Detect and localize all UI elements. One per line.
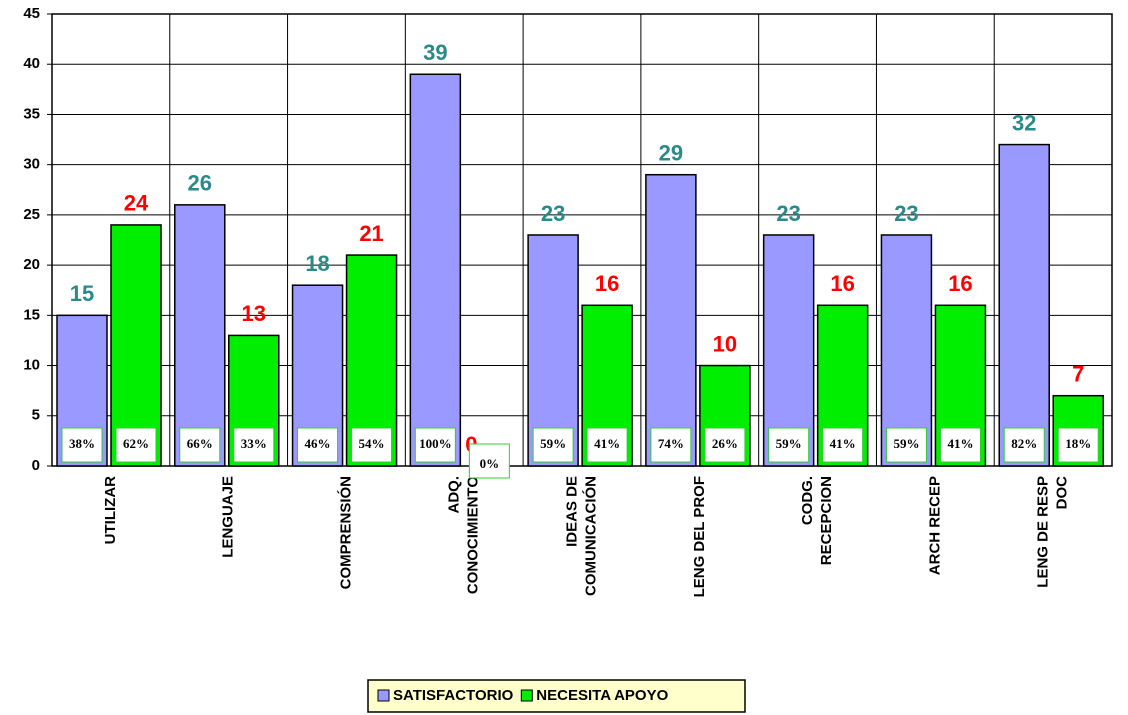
bar xyxy=(880,234,933,467)
percent-box xyxy=(885,427,927,463)
x-tick-label-line: COMUNICACIÓN xyxy=(581,476,599,596)
y-tick-label: 40 xyxy=(23,55,40,72)
y-tick-label: 35 xyxy=(23,105,40,122)
percent-label: 66% xyxy=(187,436,213,451)
x-tick-label: LENG DEL PROF xyxy=(691,476,708,597)
x-tick-label-line: CODG. xyxy=(799,476,816,525)
percent-box xyxy=(351,427,393,463)
value-label: 16 xyxy=(948,271,972,296)
percent-label: 26% xyxy=(712,436,738,451)
x-tick-label-line: LENG DEL PROF xyxy=(691,476,708,597)
legend-swatch xyxy=(520,689,533,702)
x-tick-label: UTILIZAR xyxy=(102,476,119,544)
value-label: 24 xyxy=(124,191,149,216)
percent-label: 41% xyxy=(947,436,973,451)
percent-label: 82% xyxy=(1011,436,1037,451)
percent-box xyxy=(650,427,692,463)
legend-label: SATISFACTORIO xyxy=(393,687,514,704)
value-label: 13 xyxy=(242,301,266,326)
x-tick-label-line: ARCH RECEP xyxy=(926,476,943,575)
y-tick-label: 30 xyxy=(23,156,40,173)
value-label: 21 xyxy=(359,221,383,246)
legend-box xyxy=(367,679,746,713)
percent-box xyxy=(115,427,157,463)
value-label: 10 xyxy=(713,331,737,356)
percent-label: 0% xyxy=(480,456,500,471)
x-tick-label: LENG DE RESP DOC xyxy=(1035,476,1071,588)
x-tick-label-line: LENG DE RESP xyxy=(1035,476,1052,588)
legend-label: NECESITA APOYO xyxy=(536,687,668,704)
percent-label: 100% xyxy=(419,436,452,451)
percent-label: 41% xyxy=(830,436,856,451)
value-label: 18 xyxy=(305,251,329,276)
percent-label: 46% xyxy=(305,436,331,451)
percent-label: 59% xyxy=(776,436,802,451)
bar xyxy=(998,143,1050,467)
bar xyxy=(409,73,462,467)
percent-box xyxy=(468,443,510,479)
percent-label: 62% xyxy=(123,436,149,451)
value-label: 16 xyxy=(595,271,619,296)
bar xyxy=(174,204,226,467)
percent-box xyxy=(586,427,628,463)
value-label: 16 xyxy=(830,271,854,296)
percent-box xyxy=(414,427,456,463)
y-tick-label: 15 xyxy=(23,306,40,323)
percent-label: 74% xyxy=(658,436,684,451)
x-tick-label-line: UTILIZAR xyxy=(102,476,119,544)
percent-box xyxy=(233,427,275,463)
percent-box xyxy=(179,427,221,463)
value-label: 23 xyxy=(541,201,565,226)
percent-box xyxy=(939,427,981,463)
x-tick-label: ADQ. CONOCIMIENTO xyxy=(446,476,482,594)
x-tick-label: IDEAS DE COMUNICACIÓN xyxy=(563,476,599,596)
percent-box xyxy=(1003,427,1045,463)
x-tick-label: COMPRENSIÓN xyxy=(336,476,354,589)
percent-label: 54% xyxy=(359,436,385,451)
x-tick-label: LENGUAJE xyxy=(220,476,237,558)
y-tick-label: 45 xyxy=(23,5,40,22)
bar xyxy=(527,234,579,467)
y-tick-label: 0 xyxy=(32,457,40,474)
x-tick-label-line: DOC xyxy=(1054,476,1071,510)
percent-label: 18% xyxy=(1065,436,1091,451)
bar xyxy=(110,224,162,467)
x-tick-label-line: RECEPCION xyxy=(818,476,835,565)
percent-label: 38% xyxy=(69,436,95,451)
bar xyxy=(645,173,697,467)
y-tick-label: 20 xyxy=(23,256,40,273)
percent-box xyxy=(61,427,103,463)
value-label: 26 xyxy=(188,171,212,196)
percent-box xyxy=(532,427,574,463)
percent-box xyxy=(768,427,810,463)
x-tick-label-line: IDEAS DE xyxy=(563,476,580,547)
bar xyxy=(762,234,815,467)
percent-label: 59% xyxy=(893,436,919,451)
percent-box xyxy=(704,427,746,463)
percent-label: 33% xyxy=(241,436,267,451)
value-label: 7 xyxy=(1072,362,1084,387)
x-tick-label-line: LENGUAJE xyxy=(220,476,237,558)
percent-box xyxy=(1057,427,1099,463)
percent-box xyxy=(297,427,339,463)
value-label: 32 xyxy=(1012,110,1036,135)
x-tick-label-line: ADQ. xyxy=(446,476,463,514)
x-tick-label: CODG. RECEPCION xyxy=(799,476,835,565)
value-label: 23 xyxy=(894,201,918,226)
value-label: 39 xyxy=(423,40,447,65)
percent-label: 41% xyxy=(594,436,620,451)
percent-label: 59% xyxy=(540,436,566,451)
percent-box xyxy=(822,427,864,463)
x-tick-label-line: COMPRENSIÓN xyxy=(336,476,354,589)
value-label: 15 xyxy=(70,281,94,306)
x-tick-label: ARCH RECEP xyxy=(926,476,943,575)
x-tick-label-line: CONOCIMIENTO xyxy=(465,476,482,594)
value-label: 23 xyxy=(776,201,800,226)
legend-swatch xyxy=(377,689,390,702)
y-tick-label: 10 xyxy=(23,357,40,374)
value-label: 29 xyxy=(659,141,683,166)
y-tick-label: 25 xyxy=(23,206,40,223)
y-tick-label: 5 xyxy=(32,407,40,424)
